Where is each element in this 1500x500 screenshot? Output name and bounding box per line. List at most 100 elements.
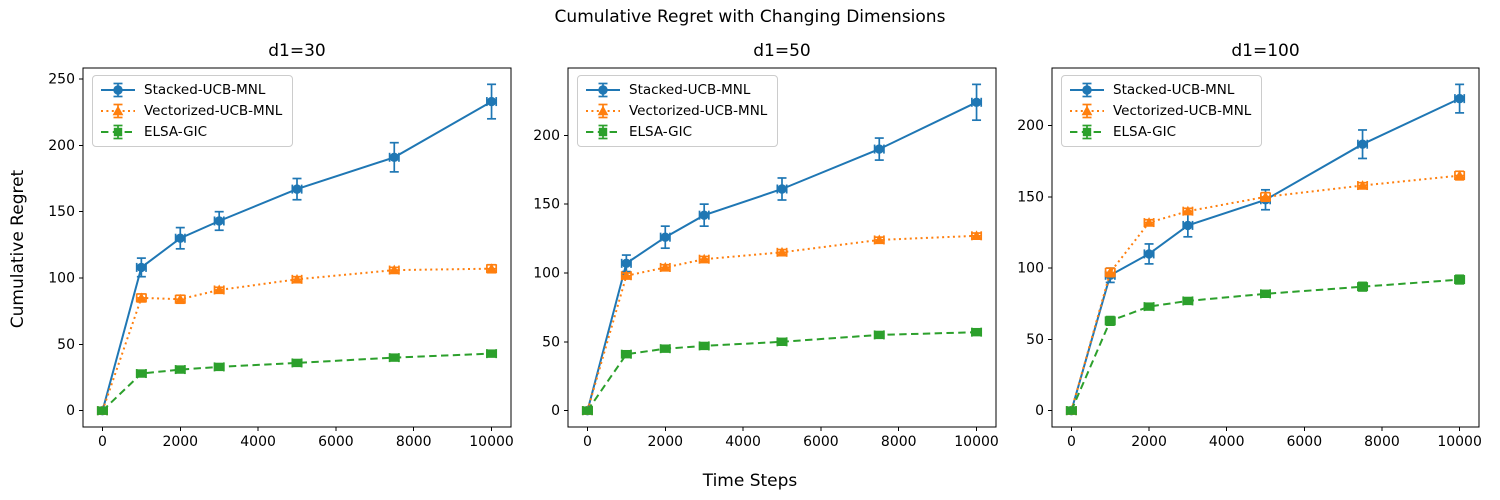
legend-sample-square-icon [101, 124, 135, 140]
marker-elsa-gic [1067, 406, 1076, 415]
axes-spines-d1-30 [82, 67, 512, 428]
legend-sample-triangle-icon [586, 103, 620, 119]
marker-stacked-ucb-mnl [214, 216, 224, 226]
marker-elsa-gic [98, 406, 107, 415]
x-tick-label: 8000 [1364, 434, 1400, 450]
axes-spines-d1-50 [567, 67, 997, 428]
marker-vectorized-ucb-mnl [1260, 191, 1271, 202]
legend-label: Stacked-UCB-MNL [144, 82, 266, 98]
marker-vectorized-ucb-mnl [1182, 205, 1194, 216]
x-tick-label: 8000 [396, 434, 432, 450]
marker-vectorized-ucb-mnl [291, 273, 303, 284]
marker-elsa-gic [661, 344, 670, 353]
marker-stacked-ucb-mnl [136, 262, 147, 273]
marker-elsa-gic [1183, 296, 1193, 306]
series-elsa-gic [581, 327, 983, 416]
y-axis-label: Cumulative Regret [8, 169, 28, 329]
marker-elsa-gic [1261, 289, 1270, 298]
marker-vectorized-ucb-mnl [873, 234, 885, 245]
series-vectorized-ucb-mnl [96, 263, 498, 416]
figure-title: Cumulative Regret with Changing Dimensio… [554, 7, 946, 27]
y-tick-label: 150 [1017, 189, 1044, 205]
marker-elsa-gic [1358, 282, 1367, 291]
marker-stacked-ucb-mnl [486, 96, 497, 107]
y-tick-label: 250 [48, 72, 75, 88]
y-tick-label: 0 [551, 403, 560, 419]
x-tick-label: 8000 [881, 434, 917, 450]
legend-label: ELSA-GIC [144, 124, 208, 140]
y-tick-label: 0 [66, 403, 75, 419]
marker-vectorized-ucb-mnl [971, 230, 982, 240]
marker-elsa-gic [1106, 316, 1115, 326]
x-tick-label: 4000 [1209, 434, 1245, 450]
legend-sample-triangle-icon [101, 103, 135, 119]
marker-vectorized-ucb-mnl [1104, 267, 1116, 277]
marker-vectorized-ucb-mnl [1357, 180, 1368, 190]
marker-vectorized-ucb-mnl [486, 263, 497, 273]
legend-label: Vectorized-UCB-MNL [1113, 103, 1252, 119]
series-elsa-gic [1065, 274, 1466, 416]
x-tick-label: 6000 [803, 434, 839, 450]
x-tick-label: 0 [98, 434, 107, 450]
marker-stacked-ucb-mnl [389, 152, 399, 162]
x-tick-label: 10000 [469, 434, 514, 450]
legend-item: ELSA-GIC [100, 123, 282, 141]
line-vectorized-ucb-mnl [101, 267, 492, 412]
marker-elsa-gic [487, 349, 496, 358]
subplot-d1-30: 0 2000 4000 6000 8000 10000 0 50 100 150 200 250 [48, 67, 514, 450]
legend-d1-30: Stacked-UCB-MNL Vectorized-UCB-MNL ELSA-GI… [92, 75, 294, 147]
legend-sample-circle-icon [586, 82, 620, 98]
legend-label: Stacked-UCB-MNL [1113, 82, 1235, 98]
legend-sample-circle-icon [101, 82, 135, 98]
marker-elsa-gic [622, 349, 631, 359]
series-elsa-gic [96, 349, 498, 416]
legend-item: Stacked-UCB-MNL [585, 81, 767, 99]
x-axis-label: Time Steps [702, 471, 798, 491]
legend-sample-circle-icon [1070, 82, 1104, 98]
x-tick-label: 0 [583, 434, 592, 450]
y-tick-label: 200 [533, 128, 560, 144]
legend-marker-triangle-icon [1081, 105, 1093, 116]
legend-marker-circle-icon [113, 85, 123, 95]
legend-marker-square-icon [598, 127, 608, 137]
series-vectorized-ucb-mnl [581, 230, 983, 416]
legend-label: ELSA-GIC [1113, 124, 1177, 140]
y-tick-label: 50 [57, 337, 75, 353]
legend-item: ELSA-GIC [585, 123, 767, 141]
y-tick-label: 200 [48, 138, 75, 154]
marker-elsa-gic [875, 330, 884, 340]
line-vectorized-ucb-mnl [586, 234, 977, 411]
y-tick-label: 50 [1026, 332, 1044, 348]
marker-elsa-gic [137, 369, 146, 378]
marker-stacked-ucb-mnl [1454, 93, 1465, 104]
legend-item: Stacked-UCB-MNL [1069, 81, 1251, 99]
marker-stacked-ucb-mnl [175, 233, 185, 243]
legend-label: ELSA-GIC [629, 124, 693, 140]
marker-stacked-ucb-mnl [1144, 249, 1154, 259]
marker-stacked-ucb-mnl [777, 184, 787, 194]
marker-vectorized-ucb-mnl [776, 246, 788, 257]
series-stacked-ucb-mnl [96, 83, 498, 416]
legend-item: Stacked-UCB-MNL [100, 81, 282, 99]
x-tick-label: 0 [1067, 434, 1076, 450]
subplot-d1-50: 0 2000 4000 6000 8000 10000 0 50 100 150 200 [533, 67, 999, 450]
marker-vectorized-ucb-mnl [1454, 170, 1465, 180]
legend-item: Vectorized-UCB-MNL [1069, 102, 1251, 120]
x-tick-label: 2000 [162, 434, 198, 450]
y-tick-label: 100 [48, 271, 75, 287]
y-tick-label: 100 [1017, 261, 1044, 277]
marker-elsa-gic [777, 337, 787, 346]
y-tick-label: 50 [542, 334, 560, 350]
legend-marker-square-icon [1082, 127, 1092, 137]
marker-elsa-gic [1455, 275, 1464, 284]
x-tick-label: 2000 [1131, 434, 1167, 450]
y-tick-label: 150 [533, 197, 560, 213]
legend-marker-square-icon [113, 127, 123, 137]
marker-stacked-ucb-mnl [1357, 139, 1368, 149]
x-tick-label: 10000 [1437, 434, 1482, 450]
x-tick-label: 6000 [318, 434, 354, 450]
legend-marker-triangle-icon [112, 105, 124, 116]
y-tick-label: 0 [1035, 403, 1044, 419]
legend-item: Vectorized-UCB-MNL [100, 102, 282, 120]
legend-d1-100: Stacked-UCB-MNL Vectorized-UCB-MNL ELSA-GI… [1061, 75, 1263, 147]
